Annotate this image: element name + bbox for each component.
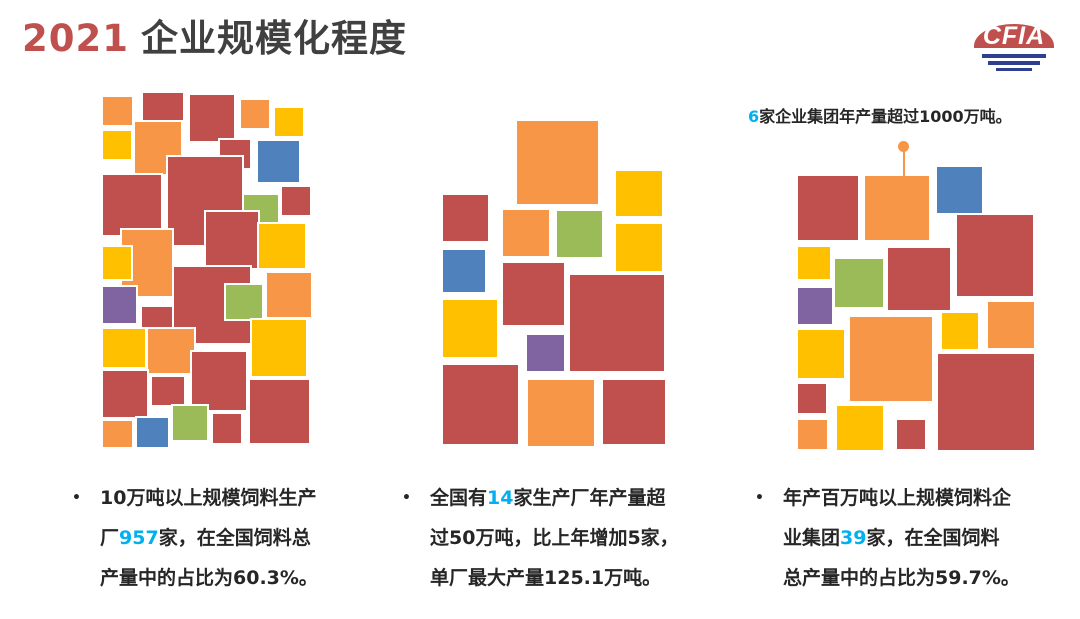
block (280, 185, 312, 217)
block (515, 119, 600, 206)
block (441, 193, 490, 243)
bullet-dot-icon: • (755, 490, 764, 506)
block (796, 418, 829, 451)
logo-text: CFIA (982, 22, 1046, 50)
bullet-3-highlight: 39 (840, 527, 867, 549)
bullet-1-highlight: 957 (119, 527, 159, 549)
bullet-2-line1: 全国有14家生产厂年产量超 (430, 478, 679, 518)
block (895, 418, 927, 451)
block (101, 419, 134, 449)
block (796, 286, 834, 326)
bullet-2-line3: 单厂最大产量125.1万吨。 (430, 567, 662, 589)
block (796, 328, 846, 380)
block (526, 378, 596, 448)
block (146, 327, 196, 375)
bullet-3-line2: 业集团39家，在全国饲料 (783, 518, 1020, 558)
block (835, 404, 885, 452)
block (441, 248, 487, 294)
bullet-dot-icon: • (402, 490, 411, 506)
block (101, 95, 134, 127)
block (501, 261, 566, 327)
bullet-2-line2: 过50万吨，比上年增加5家， (430, 527, 679, 549)
title-year: 2021 (22, 17, 129, 60)
bullet-1-line2: 厂957家，在全国饲料总 (100, 518, 318, 558)
bullet-2: • 全国有14家生产厂年产量超 过50万吨，比上年增加5家， 单厂最大产量125… (402, 478, 679, 598)
block (101, 245, 133, 281)
block (265, 271, 313, 319)
block (796, 245, 832, 281)
block (150, 375, 186, 407)
block (171, 404, 209, 442)
block (239, 98, 271, 130)
bullet-2-highlight: 14 (487, 487, 514, 509)
block (601, 378, 667, 446)
bullet-3-line2-pre: 业集团 (783, 527, 841, 549)
page-title: 2021 企业规模化程度 (22, 8, 407, 62)
bullet-3-line2-post: 家，在全国饲料 (866, 527, 1000, 549)
block (190, 350, 248, 412)
block (101, 369, 149, 419)
block (863, 174, 931, 242)
bullet-3-line3: 总产量中的占比为59.7%。 (783, 567, 1020, 589)
block (955, 213, 1035, 298)
block (848, 315, 934, 403)
top-note: 6家企业集团年产量超过1000万吨。 (748, 103, 1012, 127)
bullet-3: • 年产百万吨以上规模饲料企 业集团39家，在全国饲料 总产量中的占比为59.7… (755, 478, 1020, 598)
block (256, 139, 301, 184)
bullet-3-line1: 年产百万吨以上规模饲料企 (783, 487, 1012, 509)
block (133, 120, 183, 176)
cfia-logo: CFIA (968, 18, 1060, 74)
bullet-1: • 10万吨以上规模饲料生产 厂957家，在全国饲料总 产量中的占比为60.3%… (72, 478, 318, 598)
block (886, 246, 952, 312)
bullet-1-line2-pre: 厂 (100, 527, 120, 549)
block (501, 208, 551, 258)
block (986, 300, 1036, 350)
block (250, 318, 308, 378)
block (188, 93, 236, 143)
bullet-2-line1-pre: 全国有 (430, 487, 488, 509)
block (101, 327, 147, 369)
logo-emblem-icon (974, 24, 1054, 71)
title-main: 企业规模化程度 (140, 17, 407, 60)
bullet-1-line3: 产量中的占比为60.3%。 (100, 567, 318, 589)
bullet-2-line1-post: 家生产厂年产量超 (513, 487, 666, 509)
block (101, 285, 138, 325)
pin-line (903, 148, 905, 178)
bullet-dot-icon: • (72, 490, 81, 506)
block (555, 209, 604, 259)
block (101, 173, 163, 237)
block (614, 222, 664, 273)
bullet-1-line1: 10万吨以上规模饲料生产 (100, 487, 317, 509)
block (248, 378, 311, 445)
block (101, 129, 133, 161)
bullet-1-line2-post: 家，在全国饲料总 (158, 527, 311, 549)
block (257, 222, 307, 270)
block (935, 165, 984, 215)
block (525, 333, 566, 373)
block (833, 257, 885, 309)
block (940, 311, 980, 351)
block (135, 416, 170, 449)
pin-dot-icon (898, 141, 909, 152)
top-note-text: 家企业集团年产量超过1000万吨。 (759, 107, 1012, 126)
block (441, 298, 499, 359)
top-note-number: 6 (748, 107, 760, 126)
block (614, 169, 664, 218)
block (204, 210, 260, 270)
block (441, 363, 520, 446)
block (796, 382, 828, 415)
block (796, 174, 860, 242)
block (224, 283, 264, 321)
block (936, 352, 1036, 452)
block (273, 106, 305, 138)
block (568, 273, 666, 373)
block (211, 412, 243, 445)
